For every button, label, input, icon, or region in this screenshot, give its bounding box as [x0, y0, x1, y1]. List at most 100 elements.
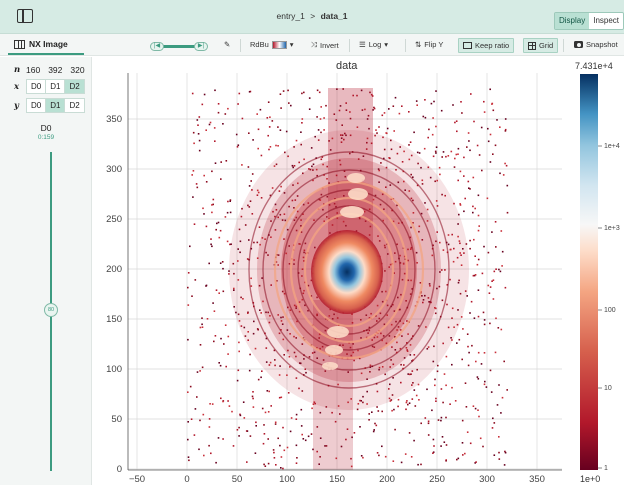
speckle-dot	[422, 299, 425, 301]
speckle-dot	[222, 290, 225, 293]
x-tick-label: 50	[232, 474, 243, 485]
display-mode-button[interactable]: Display	[555, 13, 590, 29]
speckle-dot	[307, 435, 310, 438]
speckle-dot	[452, 104, 454, 106]
x-dim-d1-button[interactable]: D1	[46, 80, 66, 93]
tab-nx-image[interactable]: NX Image	[14, 39, 68, 49]
range-max-thumb[interactable]: ▶|	[194, 42, 208, 51]
speckle-dot	[407, 403, 409, 406]
speckle-dot	[256, 113, 258, 115]
speckle-dot	[406, 349, 408, 351]
speckle-dot	[213, 310, 216, 312]
speckle-dot	[359, 399, 361, 402]
invert-colormap-toggle[interactable]: ⤨ Invert	[311, 40, 339, 50]
speckle-dot	[313, 401, 316, 403]
speckle-dot	[232, 262, 235, 265]
speckle-dot	[346, 428, 349, 430]
speckle-dot	[459, 203, 461, 205]
speckle-dot	[274, 364, 276, 367]
speckle-dot	[456, 342, 458, 344]
speckle-dot	[268, 126, 271, 128]
speckle-dot	[244, 335, 247, 337]
speckle-dot	[474, 274, 477, 276]
y-dim-d1-button[interactable]: D1	[46, 99, 66, 112]
speckle-dot	[450, 150, 453, 153]
speckle-dot	[410, 154, 413, 157]
speckle-dot	[455, 153, 458, 156]
speckle-dot	[304, 242, 307, 245]
speckle-dot	[314, 135, 316, 138]
speckle-dot	[483, 245, 485, 248]
speckle-dot	[440, 445, 442, 447]
y-tick-label: 150	[106, 314, 122, 325]
speckle-dot	[391, 394, 394, 396]
speckle-dot	[349, 134, 352, 137]
speckle-dot	[334, 198, 336, 200]
edit-domain-button[interactable]: ✎	[224, 40, 230, 49]
keep-ratio-toggle[interactable]: Keep ratio	[458, 38, 515, 53]
slicer-thumb[interactable]: 80	[44, 303, 58, 317]
speckle-dot	[312, 169, 314, 171]
breadcrumb-parent[interactable]: entry_1	[276, 11, 305, 21]
speckle-dot	[493, 270, 496, 273]
x-tick-label: 150	[329, 474, 345, 485]
flip-y-toggle[interactable]: ⇅ Flip Y	[415, 40, 443, 49]
speckle-dot	[432, 117, 434, 119]
colormap-selector[interactable]: RdBu ▾	[250, 40, 294, 49]
speckle-dot	[328, 204, 331, 206]
speckle-dot	[469, 149, 471, 152]
speckle-dot	[335, 119, 338, 121]
map-icon	[14, 39, 25, 49]
speckle-dot	[307, 202, 310, 204]
speckle-dot	[403, 180, 405, 183]
speckle-dot	[390, 399, 393, 401]
speckle-dot	[474, 407, 477, 410]
snapshot-button[interactable]: Snapshot	[574, 40, 618, 49]
speckle-dot	[292, 166, 294, 169]
speckle-dot	[212, 302, 214, 304]
speckle-dot	[368, 419, 370, 421]
speckle-dot	[313, 351, 316, 354]
speckle-dot	[350, 457, 352, 460]
speckle-dot	[487, 140, 490, 143]
inspect-mode-button[interactable]: Inspect	[589, 13, 624, 29]
speckle-dot	[397, 405, 399, 408]
speckle-dot	[226, 240, 229, 243]
range-min-thumb[interactable]: |◀	[150, 42, 164, 51]
y-dim-d2-button[interactable]: D2	[69, 101, 80, 110]
speckle-dot	[438, 166, 441, 169]
colorbar-min-value[interactable]: 1e+0	[580, 474, 601, 484]
speckle-dot	[451, 339, 453, 341]
speckle-dot	[410, 456, 413, 458]
speckle-dot	[270, 405, 272, 407]
x-dim-d2-button[interactable]: D2	[65, 80, 84, 93]
keep-ratio-label: Keep ratio	[475, 41, 510, 50]
speckle-dot	[368, 317, 371, 319]
speckle-dot	[392, 303, 394, 306]
shape-row: n 160 392 320	[14, 65, 85, 75]
speckle-dot	[329, 149, 332, 151]
speckle-dot	[187, 391, 189, 393]
y-dim-d0-button[interactable]: D0	[27, 99, 47, 112]
sidebar-toggle-icon[interactable]	[17, 9, 33, 23]
speckle-dot	[286, 446, 289, 449]
speckle-dot	[339, 105, 342, 107]
domain-range-slider[interactable]: |◀ ▶|	[148, 42, 210, 51]
colorbar-max-value[interactable]: 7.431e+4	[575, 61, 613, 71]
speckle-dot	[417, 162, 419, 165]
scale-type-selector[interactable]: ☰ Log ▾	[359, 40, 388, 49]
speckle-dot	[498, 268, 500, 271]
speckle-dot	[378, 317, 381, 320]
speckle-dot	[293, 219, 296, 221]
speckle-dot	[260, 376, 262, 379]
speckle-dot	[392, 377, 394, 379]
speckle-dot	[400, 461, 403, 464]
speckle-dot	[296, 457, 298, 459]
speckle-dot	[456, 256, 459, 259]
speckle-dot	[222, 400, 224, 403]
speckle-dot	[408, 373, 411, 376]
speckle-dot	[450, 248, 452, 251]
x-dim-d0-button[interactable]: D0	[27, 80, 47, 93]
grid-toggle[interactable]: Grid	[523, 38, 559, 53]
